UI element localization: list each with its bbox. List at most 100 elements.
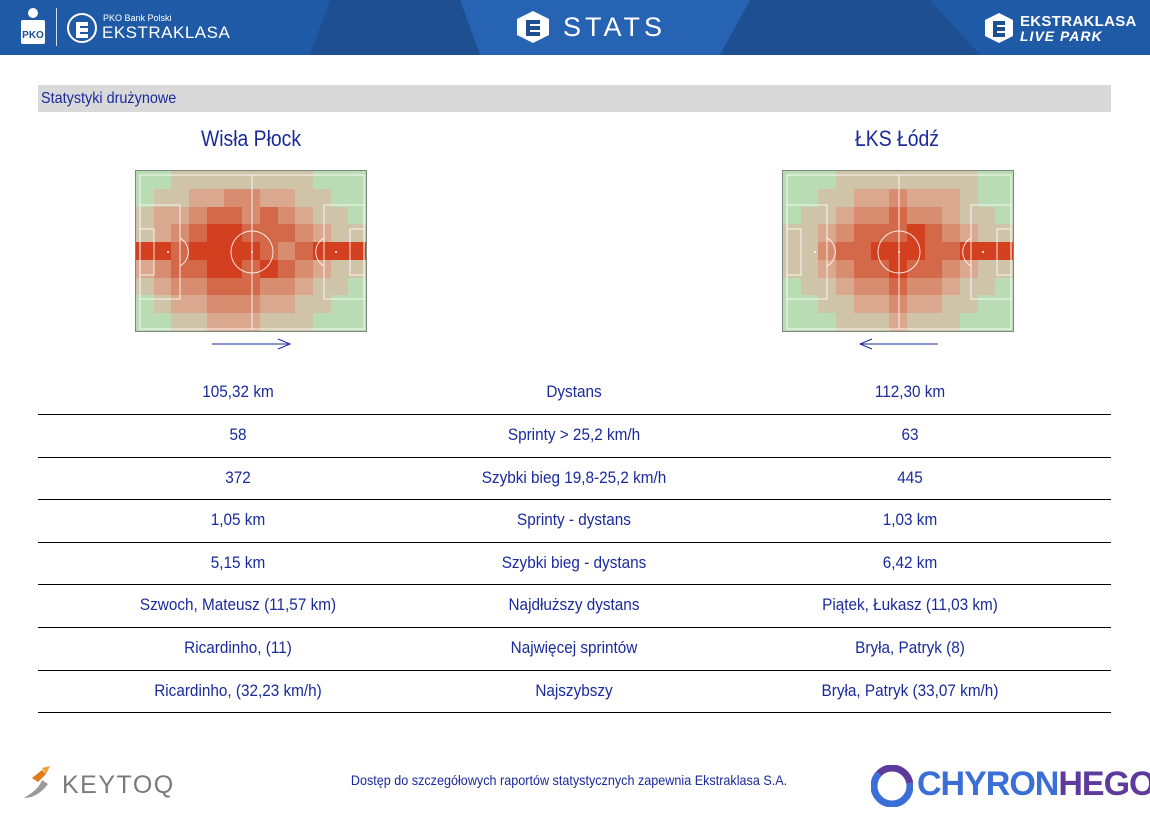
heatmap-cell bbox=[977, 206, 996, 225]
heatmap-cell bbox=[348, 242, 366, 261]
heatmap-cell bbox=[995, 313, 1013, 331]
heatmap-cell bbox=[942, 313, 961, 331]
heatmap-cell bbox=[295, 295, 314, 314]
stat-home-value: 5,15 km bbox=[210, 552, 266, 572]
heatmap-cell bbox=[312, 188, 332, 208]
heatmap-cell bbox=[871, 224, 890, 243]
heatmap-cell bbox=[153, 295, 172, 314]
heatmap-cell bbox=[277, 224, 296, 243]
heatmap-cell bbox=[259, 171, 279, 190]
heatmap-cell bbox=[259, 259, 279, 279]
heatmap-cell bbox=[206, 277, 225, 296]
heatmap-cell bbox=[977, 259, 996, 279]
heatmap-cell bbox=[295, 171, 314, 190]
heatmap-cell bbox=[800, 171, 819, 190]
heatmap-cell bbox=[889, 206, 908, 225]
heatmap-cell bbox=[189, 313, 208, 331]
heatmap-cell bbox=[959, 206, 979, 225]
stat-row: 1,05 km Sprinty - dystans 1,03 km bbox=[38, 500, 1111, 543]
heatmap-cell bbox=[800, 206, 819, 225]
heatmap-cell bbox=[853, 242, 872, 261]
league-name: EKSTRAKLASA bbox=[102, 23, 231, 42]
heatmap-cell bbox=[189, 188, 208, 208]
heatmap-cell bbox=[853, 188, 872, 208]
pko-logo-icon: PKO bbox=[21, 8, 45, 44]
heatmap-cell bbox=[259, 224, 279, 243]
heatmap-cell bbox=[836, 171, 855, 190]
live-park-subtitle: LIVE PARK bbox=[1020, 28, 1103, 44]
heatmap-cell bbox=[942, 277, 961, 296]
heatmap-cell bbox=[206, 295, 225, 314]
heatmap-cell bbox=[800, 295, 819, 314]
heatmap-cell bbox=[942, 224, 961, 243]
heatmap-cell bbox=[783, 277, 802, 296]
heatmap-cell bbox=[242, 242, 261, 261]
heatmap-cell bbox=[906, 188, 926, 208]
heatmap-cell bbox=[889, 224, 908, 243]
heatmap-cell bbox=[959, 277, 979, 296]
heatmap-cell bbox=[924, 313, 943, 331]
heatmap-cell bbox=[136, 242, 155, 261]
home-team-name: Wisła Płock bbox=[200, 126, 302, 151]
chyronhego-logo-text: CHYRONHEGO bbox=[917, 765, 1150, 804]
heatmap-cell bbox=[295, 313, 314, 331]
heatmap-cell bbox=[295, 224, 314, 243]
heatmap-cell bbox=[836, 295, 855, 314]
stat-away-value: 1,03 km bbox=[882, 510, 938, 530]
section-title: Statystyki drużynowe bbox=[41, 90, 177, 107]
stat-label: Szybki bieg - dystans bbox=[501, 552, 647, 572]
heatmap-cell bbox=[906, 295, 926, 314]
heatmap-cell bbox=[189, 259, 208, 279]
ekstraklasa-emblem-icon bbox=[67, 13, 97, 43]
heatmap-cell bbox=[977, 313, 996, 331]
heatmap-cell bbox=[959, 224, 979, 243]
heatmap-cell bbox=[348, 295, 366, 314]
heatmap-cell bbox=[312, 295, 332, 314]
live-park-emblem-icon bbox=[985, 13, 1013, 43]
heatmap-cell bbox=[259, 295, 279, 314]
heatmap-cell bbox=[800, 277, 819, 296]
heatmap-cell bbox=[977, 171, 996, 190]
heatmap-cell bbox=[959, 313, 979, 331]
heatmap-cell bbox=[836, 242, 855, 261]
heatmap-cell bbox=[924, 242, 943, 261]
stat-label: Najwięcej sprintów bbox=[510, 637, 638, 657]
heatmap-cell bbox=[871, 295, 890, 314]
heatmap-cell bbox=[818, 171, 837, 190]
stats-title: STATS bbox=[563, 12, 667, 42]
heatmap-cell bbox=[277, 242, 296, 261]
heatmap-cell bbox=[818, 295, 837, 314]
stat-label: Najdłuższy dystans bbox=[508, 595, 640, 615]
stat-away-value: 445 bbox=[897, 467, 923, 487]
heatmap-cell bbox=[224, 188, 243, 208]
heatmap-cell bbox=[348, 259, 366, 279]
heatmap-cell bbox=[295, 277, 314, 296]
heatmap-cell bbox=[277, 277, 296, 296]
heatmap-cell bbox=[924, 171, 943, 190]
hego-wordmark: HEGO bbox=[1058, 765, 1150, 803]
heatmap-cell bbox=[259, 242, 279, 261]
heatmap-cell bbox=[153, 242, 172, 261]
heatmap-cell bbox=[800, 242, 819, 261]
heatmap-cell bbox=[242, 295, 261, 314]
league-sponsor-text: PKO Bank Polski bbox=[103, 13, 172, 23]
keytoq-logo-text: KEYTOQ bbox=[62, 771, 175, 799]
heatmap-cell bbox=[924, 206, 943, 225]
heatmap-cell bbox=[995, 188, 1013, 208]
heatmap-cell bbox=[942, 206, 961, 225]
heatmap-cell bbox=[906, 259, 926, 279]
heatmap-cell bbox=[871, 242, 890, 261]
away-heatmap bbox=[782, 170, 1014, 332]
stat-away-value: Piątek, Łukasz (11,03 km) bbox=[822, 595, 998, 615]
heatmap-cell bbox=[206, 206, 225, 225]
stat-home-value: 58 bbox=[229, 425, 247, 444]
heatmap-cell bbox=[924, 295, 943, 314]
stats-emblem-icon bbox=[517, 11, 549, 43]
stat-away-value: 112,30 km bbox=[874, 382, 946, 401]
heatmap-cell bbox=[242, 313, 261, 331]
heatmap-cell bbox=[189, 277, 208, 296]
pitch-markings bbox=[139, 174, 365, 330]
heatmap-cell bbox=[783, 295, 802, 314]
heatmap-cell bbox=[889, 295, 908, 314]
stat-label: Sprinty - dystans bbox=[517, 510, 631, 530]
